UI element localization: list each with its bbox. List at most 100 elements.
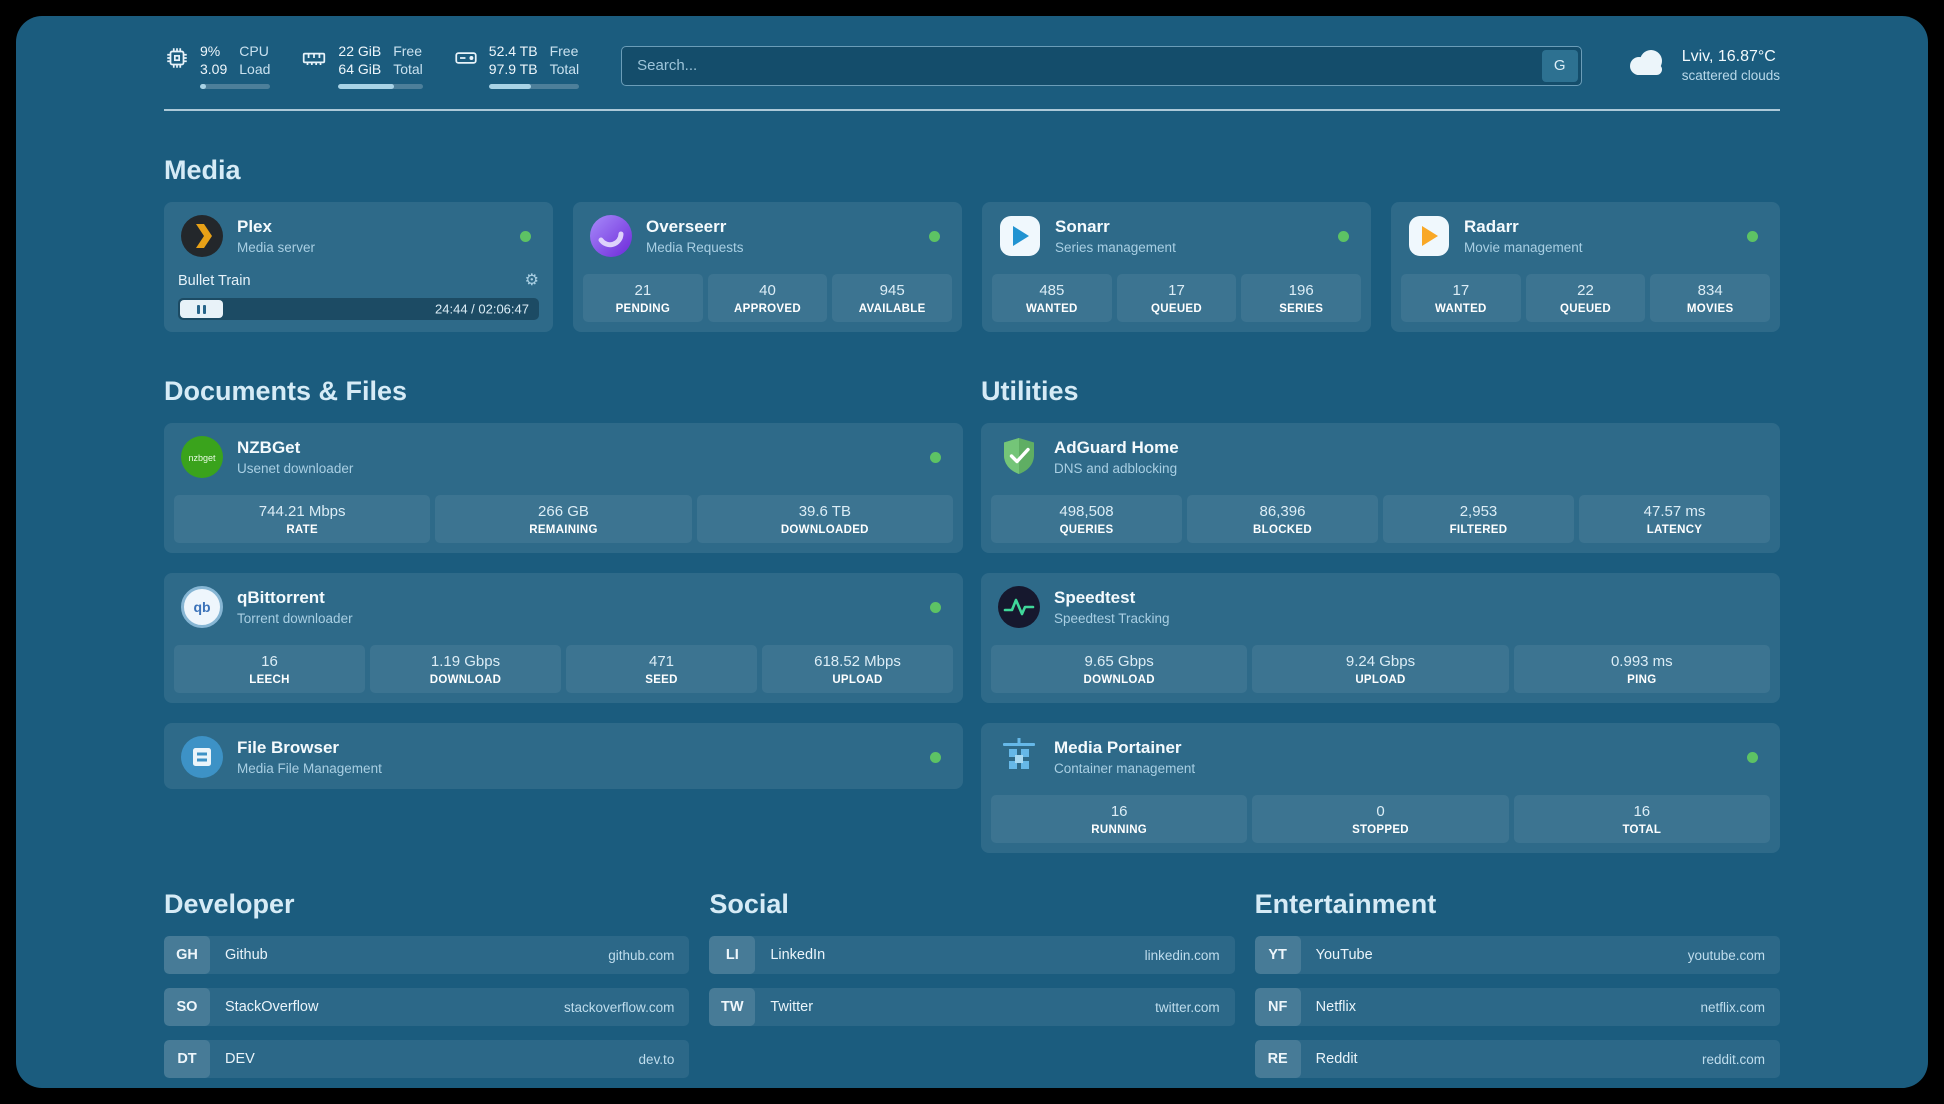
bookmark-netflix[interactable]: NF Netflix netflix.com [1254, 988, 1780, 1027]
app-card-adguard[interactable]: AdGuard Home DNS and adblocking 498,508 … [981, 423, 1780, 554]
cloud-icon [1624, 47, 1670, 84]
twitter-icon: TW [709, 988, 756, 1027]
app-subtitle: Media Requests [646, 240, 744, 256]
cpu-progress-fill [200, 84, 207, 90]
bookmark-github[interactable]: GH Github github.com [164, 936, 690, 975]
app-card-qbittorrent[interactable]: qb qBittorrent Torrent downloader 16 LEE… [164, 573, 963, 704]
pause-icon [202, 304, 206, 314]
memory-icon [300, 45, 328, 71]
system-metrics: 9% 3.09 CPU Load [164, 42, 580, 90]
bookmarks-area: Developer GH Github github.com SO StackO… [164, 853, 1780, 1088]
speedtest-pulse-icon [997, 585, 1041, 629]
svg-text:qb: qb [193, 599, 210, 615]
app-card-sonarr[interactable]: Sonarr Series management 485 WANTED 17 Q… [982, 202, 1371, 333]
bookmark-reddit[interactable]: RE Reddit reddit.com [1254, 1040, 1780, 1079]
weather-location: Lviv, 16.87°C [1681, 48, 1776, 66]
pause-icon [196, 304, 200, 314]
pause-button[interactable] [180, 300, 223, 319]
cpu-metric-body: 9% 3.09 CPU Load [200, 42, 271, 90]
status-dot [520, 230, 531, 242]
cpu-usage-value: 9% [200, 43, 221, 59]
load-label: Load [239, 61, 271, 78]
svg-text:nzbget: nzbget [188, 453, 216, 463]
stat-movies: 834 MOVIES [1650, 274, 1771, 323]
app-card-portainer[interactable]: Media Portainer Container management 16 … [981, 723, 1780, 854]
bookmark-youtube[interactable]: YT YouTube youtube.com [1254, 936, 1780, 975]
cpu-label: CPU [239, 43, 269, 59]
app-subtitle: Media server [237, 240, 316, 256]
stat-remaining: 266 GB REMAINING [435, 495, 692, 544]
bookmark-linkedin[interactable]: LI LinkedIn linkedin.com [709, 936, 1235, 975]
app-subtitle: Series management [1055, 240, 1176, 256]
app-name: Plex [237, 217, 272, 237]
bookmark-stackoverflow[interactable]: SO StackOverflow stackoverflow.com [164, 988, 690, 1027]
memory-metric-body: 22 GiB 64 GiB Free Total [338, 42, 423, 90]
top-bar: 9% 3.09 CPU Load [164, 42, 1780, 90]
disk-free-value: 52.4 TB [488, 43, 538, 59]
status-dot [1747, 230, 1758, 242]
plex-icon [180, 214, 224, 258]
stat-latency: 47.57 ms LATENCY [1579, 495, 1770, 544]
github-icon: GH [164, 936, 210, 975]
bookmarks-social: Social LI LinkedIn linkedin.com TW Twitt… [709, 853, 1235, 1088]
app-name: Overseerr [646, 217, 727, 237]
gear-icon[interactable]: ⚙ [524, 272, 539, 290]
status-dot [930, 751, 941, 763]
app-card-filebrowser[interactable]: File Browser Media File Management [164, 723, 963, 790]
media-grid: Plex Media server Bullet Train ⚙ 24:44 /… [164, 202, 1780, 333]
stat-filtered: 2,953 FILTERED [1383, 495, 1574, 544]
app-card-overseerr[interactable]: Overseerr Media Requests 21 PENDING 40 A… [573, 202, 962, 333]
app-subtitle: DNS and adblocking [1054, 461, 1178, 477]
app-name: File Browser [237, 738, 340, 758]
stat-ping: 0.993 ms PING [1513, 645, 1770, 694]
reddit-icon: RE [1254, 1040, 1301, 1079]
stat-stopped: 0 STOPPED [1252, 795, 1509, 844]
memory-total-label: Total [393, 61, 423, 78]
section-title-media: Media [164, 155, 241, 186]
playback-time: 24:44 / 02:06:47 [435, 301, 529, 317]
disk-progress-fill [488, 84, 532, 90]
dev-icon: DT [164, 1040, 210, 1079]
weather-condition: scattered clouds [1681, 68, 1780, 84]
playback-progress-bar[interactable]: 24:44 / 02:06:47 [178, 298, 539, 321]
adguard-shield-icon [997, 435, 1041, 479]
section-title-social: Social [709, 889, 789, 920]
now-playing-title: Bullet Train [178, 273, 251, 290]
disk-free-label: Free [549, 43, 579, 59]
memory-metric: 22 GiB 64 GiB Free Total [300, 42, 423, 90]
sonarr-icon [998, 214, 1042, 258]
app-card-nzbget[interactable]: nzbget NZBGet Usenet downloader 744.21 M… [164, 423, 963, 554]
plex-now-playing: Bullet Train ⚙ 24:44 / 02:06:47 [174, 273, 543, 322]
section-title-utilities: Utilities [981, 376, 1079, 407]
search-input[interactable] [625, 57, 1542, 75]
stat-seed: 471 SEED [566, 645, 757, 694]
app-name: qBittorrent [237, 588, 325, 608]
bookmark-twitter[interactable]: TW Twitter twitter.com [709, 988, 1235, 1027]
cpu-progress-bar [200, 84, 271, 90]
stat-download: 9.65 Gbps DOWNLOAD [991, 645, 1248, 694]
disk-progress-bar [488, 84, 580, 90]
disk-icon [453, 45, 479, 71]
app-card-plex[interactable]: Plex Media server Bullet Train ⚙ 24:44 /… [164, 202, 553, 333]
app-card-radarr[interactable]: Radarr Movie management 17 WANTED 22 QUE… [1391, 202, 1780, 333]
stat-upload: 618.52 Mbps UPLOAD [762, 645, 953, 694]
status-dot [1747, 751, 1758, 763]
stackoverflow-icon: SO [164, 988, 210, 1027]
stat-upload: 9.24 Gbps UPLOAD [1252, 645, 1509, 694]
app-card-speedtest[interactable]: Speedtest Speedtest Tracking 9.65 Gbps D… [981, 573, 1780, 704]
disk-total-label: Total [549, 61, 580, 78]
stat-download: 1.19 Gbps DOWNLOAD [370, 645, 561, 694]
youtube-icon: YT [1254, 936, 1301, 975]
bookmarks-entertainment: Entertainment YT YouTube youtube.com NF … [1254, 853, 1780, 1088]
stat-pending: 21 PENDING [583, 274, 703, 323]
stat-queued: 17 QUEUED [1116, 274, 1237, 323]
bookmark-dev[interactable]: DT DEV dev.to [164, 1040, 690, 1079]
bookmarks-developer: Developer GH Github github.com SO StackO… [164, 853, 690, 1088]
stat-blocked: 86,396 BLOCKED [1187, 495, 1378, 544]
stat-wanted: 17 WANTED [1401, 274, 1521, 323]
disk-metric: 52.4 TB 97.9 TB Free Total [453, 42, 580, 90]
status-dot [1338, 230, 1349, 242]
app-name: Radarr [1464, 217, 1519, 237]
search-engine-button[interactable]: G [1541, 49, 1578, 82]
stat-running: 16 RUNNING [991, 795, 1248, 844]
